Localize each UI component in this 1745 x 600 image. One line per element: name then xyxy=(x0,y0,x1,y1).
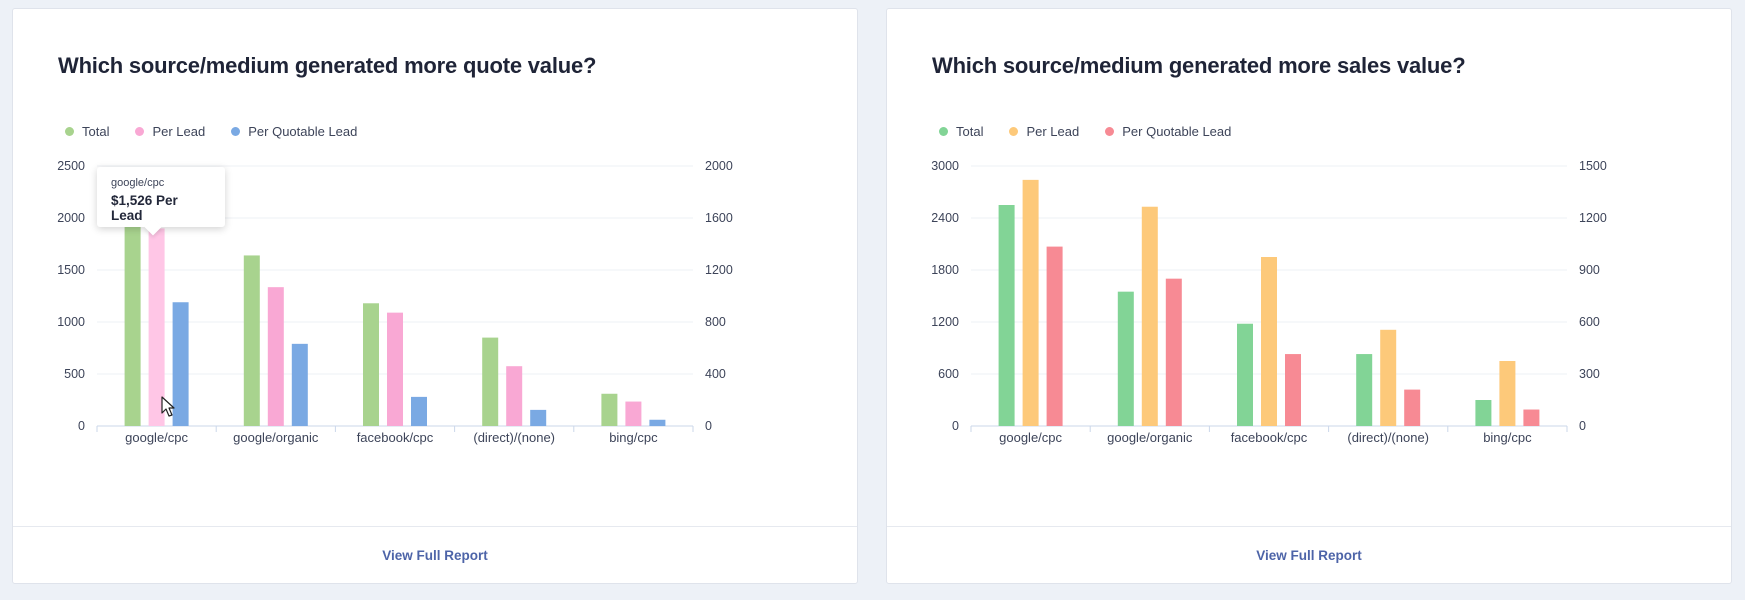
x-tick-label: (direct)/(none) xyxy=(473,430,555,445)
bar xyxy=(1475,400,1492,426)
bar xyxy=(387,312,403,426)
bar xyxy=(172,302,189,426)
bar xyxy=(1404,389,1421,426)
bar xyxy=(1261,257,1277,426)
x-tick-label: google/cpc xyxy=(999,430,1062,445)
y-right-tick-label: 800 xyxy=(705,315,726,329)
y-left-tick-label: 0 xyxy=(952,419,959,433)
x-tick-label: google/organic xyxy=(1107,430,1193,445)
bar xyxy=(601,393,618,426)
bar xyxy=(267,287,284,426)
legend-label: Per Lead xyxy=(152,124,206,139)
x-tick-label: google/cpc xyxy=(125,430,188,445)
bar xyxy=(1356,354,1373,426)
bar xyxy=(1499,361,1516,426)
y-right-tick-label: 2000 xyxy=(705,159,733,173)
y-right-tick-label: 400 xyxy=(705,367,726,381)
legend-label: Total xyxy=(956,124,984,139)
y-right-tick-label: 1500 xyxy=(1579,159,1607,173)
y-right-tick-label: 1200 xyxy=(1579,211,1607,225)
x-tick-label: facebook/cpc xyxy=(1231,430,1308,445)
legend-label: Per Quotable Lead xyxy=(248,124,358,139)
x-tick-label: facebook/cpc xyxy=(357,430,434,445)
bar xyxy=(363,303,379,426)
bar xyxy=(1523,409,1540,426)
chart-legend: Total Per Lead Per Quotable Lead xyxy=(65,124,383,139)
bar xyxy=(1117,291,1134,426)
y-right-tick-label: 1200 xyxy=(705,263,733,277)
chart-legend: Total Per Lead Per Quotable Lead xyxy=(939,124,1257,139)
legend-dot-icon xyxy=(939,127,948,136)
bar xyxy=(530,409,547,426)
bar xyxy=(1141,206,1158,426)
bar xyxy=(1046,246,1063,426)
view-full-report-link[interactable]: View Full Report xyxy=(382,547,488,563)
mouse-pointer-icon xyxy=(161,396,175,417)
y-left-tick-label: 600 xyxy=(938,367,959,381)
view-full-report-link[interactable]: View Full Report xyxy=(1256,547,1362,563)
y-left-tick-label: 2400 xyxy=(931,211,959,225)
x-tick-label: google/organic xyxy=(233,430,319,445)
legend-dot-icon xyxy=(1105,127,1115,136)
bar xyxy=(124,218,141,426)
bar xyxy=(243,255,260,426)
y-left-tick-label: 3000 xyxy=(931,159,959,173)
legend-item-total[interactable]: Total xyxy=(939,124,983,139)
legend-item-per-quotable-lead[interactable]: Per Quotable Lead xyxy=(1105,124,1231,139)
legend-item-per-lead[interactable]: Per Lead xyxy=(135,124,205,139)
y-left-tick-label: 1000 xyxy=(57,315,85,329)
bar xyxy=(411,396,427,426)
bar xyxy=(649,419,666,426)
legend-dot-icon xyxy=(135,127,145,136)
card-title: Which source/medium generated more quote… xyxy=(58,53,597,78)
card-footer: View Full Report xyxy=(887,526,1731,583)
bar xyxy=(1165,278,1182,426)
tooltip-category: google/cpc xyxy=(111,177,165,189)
legend-label: Per Quotable Lead xyxy=(1122,124,1232,139)
legend-item-total[interactable]: Total xyxy=(65,124,109,139)
quote-value-card: Which source/medium generated more quote… xyxy=(12,8,858,584)
bar xyxy=(1285,354,1301,426)
sales-value-card: Which source/medium generated more sales… xyxy=(886,8,1732,584)
y-left-tick-label: 0 xyxy=(78,419,85,433)
bar xyxy=(148,228,165,426)
tooltip-value: $1,526 Per Lead xyxy=(111,193,178,223)
x-tick-label: bing/cpc xyxy=(609,430,658,445)
y-left-tick-label: 2000 xyxy=(57,211,85,225)
bar xyxy=(1237,323,1253,426)
x-tick-label: (direct)/(none) xyxy=(1347,430,1429,445)
y-left-tick-label: 500 xyxy=(64,367,85,381)
y-left-tick-label: 2500 xyxy=(57,159,85,173)
y-left-tick-label: 1500 xyxy=(57,263,85,277)
y-right-tick-label: 900 xyxy=(1579,263,1600,277)
y-left-tick-label: 1200 xyxy=(931,315,959,329)
legend-item-per-lead[interactable]: Per Lead xyxy=(1009,124,1079,139)
y-right-tick-label: 1600 xyxy=(705,211,733,225)
y-right-tick-label: 0 xyxy=(1579,419,1586,433)
legend-dot-icon xyxy=(1009,127,1019,136)
bar xyxy=(1380,329,1397,426)
legend-label: Per Lead xyxy=(1026,124,1080,139)
x-tick-label: bing/cpc xyxy=(1483,430,1532,445)
quote-value-bar-chart: 0 500 1000 1500 2000 2500 0 400 800 1200 1600 2000 g… xyxy=(57,159,733,445)
bar xyxy=(998,205,1015,426)
y-right-tick-label: 0 xyxy=(705,419,712,433)
card-title: Which source/medium generated more sales… xyxy=(932,53,1466,78)
bar xyxy=(291,343,308,426)
bar-tooltip: google/cpc $1,526 Per Lead xyxy=(97,167,225,236)
legend-dot-icon xyxy=(231,127,241,136)
bar xyxy=(625,401,642,426)
sales-value-bar-chart: 0 600 1200 1800 2400 3000 0 300 600 900 1200 1500 go… xyxy=(931,159,1607,445)
card-footer: View Full Report xyxy=(13,526,857,583)
bar xyxy=(506,366,523,426)
bar xyxy=(482,337,499,426)
legend-label: Total xyxy=(82,124,110,139)
legend-item-per-quotable-lead[interactable]: Per Quotable Lead xyxy=(231,124,357,139)
y-left-tick-label: 1800 xyxy=(931,263,959,277)
y-right-tick-label: 300 xyxy=(1579,367,1600,381)
y-right-tick-label: 600 xyxy=(1579,315,1600,329)
legend-dot-icon xyxy=(65,127,74,136)
bar xyxy=(1022,179,1039,426)
